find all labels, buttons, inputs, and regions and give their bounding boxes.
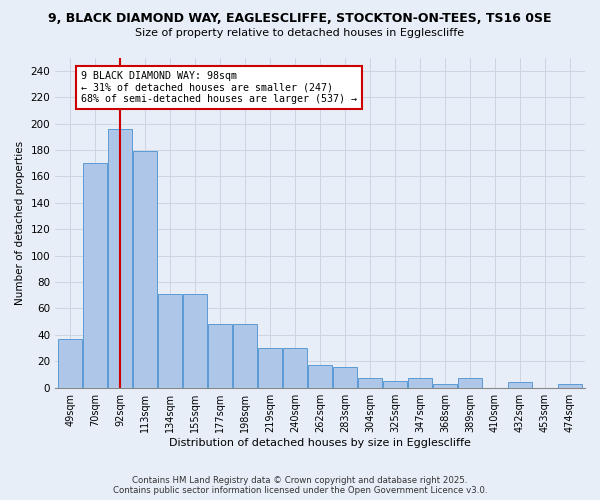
Bar [333, 366, 357, 388]
Bar [208, 324, 232, 388]
Text: Contains HM Land Registry data © Crown copyright and database right 2025.
Contai: Contains HM Land Registry data © Crown c… [113, 476, 487, 495]
Bar [183, 294, 207, 388]
Bar [108, 129, 132, 388]
Bar [233, 324, 257, 388]
X-axis label: Distribution of detached houses by size in Egglescliffe: Distribution of detached houses by size … [169, 438, 471, 448]
Bar [433, 384, 457, 388]
Bar [458, 378, 482, 388]
Bar [383, 381, 407, 388]
Bar [133, 152, 157, 388]
Bar [58, 339, 82, 388]
Bar [408, 378, 432, 388]
Text: 9 BLACK DIAMOND WAY: 98sqm
← 31% of detached houses are smaller (247)
68% of sem: 9 BLACK DIAMOND WAY: 98sqm ← 31% of deta… [82, 70, 358, 104]
Bar [158, 294, 182, 388]
Bar [308, 366, 332, 388]
Bar [358, 378, 382, 388]
Bar [83, 163, 107, 388]
Bar [283, 348, 307, 388]
Text: Size of property relative to detached houses in Egglescliffe: Size of property relative to detached ho… [136, 28, 464, 38]
Bar [508, 382, 532, 388]
Bar [258, 348, 282, 388]
Text: 9, BLACK DIAMOND WAY, EAGLESCLIFFE, STOCKTON-ON-TEES, TS16 0SE: 9, BLACK DIAMOND WAY, EAGLESCLIFFE, STOC… [48, 12, 552, 26]
Y-axis label: Number of detached properties: Number of detached properties [15, 140, 25, 304]
Bar [558, 384, 582, 388]
